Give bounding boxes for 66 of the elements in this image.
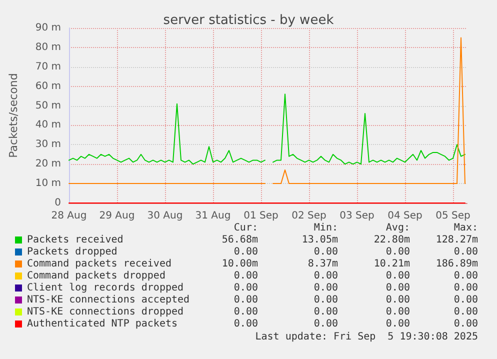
text: 0.00 xyxy=(454,306,478,318)
text: 0.00 xyxy=(386,318,410,330)
text: 10.00m xyxy=(222,258,258,270)
text: 0.00 xyxy=(234,294,258,306)
text: 13.05m xyxy=(302,234,338,246)
x-tick-label: 29 Aug xyxy=(99,210,135,222)
legend-label: Client log records dropped xyxy=(27,282,184,294)
text: 0.00 xyxy=(314,246,338,258)
legend-label: Command packets received xyxy=(27,258,172,270)
text: 0.00 xyxy=(234,318,258,330)
text: 0.00 xyxy=(386,246,410,258)
text: 0.00 xyxy=(454,246,478,258)
text: 0.00 xyxy=(386,270,410,282)
legend-label: NTS-KE connections accepted xyxy=(27,294,190,306)
x-tick-label: 02 Sep xyxy=(292,210,326,222)
text: Avg: xyxy=(386,222,410,234)
y-tick-label: 20 m xyxy=(35,158,61,170)
text: 0.00 xyxy=(314,294,338,306)
text: 0.00 xyxy=(454,270,478,282)
y-tick-label: 0 xyxy=(54,198,61,208)
text: Cur: xyxy=(234,222,258,234)
legend-label: NTS-KE connections dropped xyxy=(27,306,184,318)
text: 0.00 xyxy=(314,270,338,282)
legend-label: Packets dropped xyxy=(27,246,118,258)
text: 0.00 xyxy=(314,318,338,330)
y-tick-label: 10 m xyxy=(35,178,61,190)
text: 0.00 xyxy=(314,282,338,294)
legend-label: Authenticated NTP packets xyxy=(27,318,178,330)
y-tick-label: 30 m xyxy=(35,139,61,150)
text: 0.00 xyxy=(234,306,258,318)
x-tick-label: 28 Aug xyxy=(51,210,87,222)
text: 0.00 xyxy=(454,294,478,306)
text: 22.80m xyxy=(374,234,410,246)
y-tick-label: 80 m xyxy=(35,42,61,53)
y-tick-label: 90 m xyxy=(35,22,61,34)
legend-label: Packets received xyxy=(27,234,124,246)
text: 128.27m xyxy=(436,234,478,246)
legend-label: Command packets dropped xyxy=(27,270,166,282)
x-tick-label: 30 Aug xyxy=(147,210,183,222)
x-tick-label: 04 Sep xyxy=(388,210,422,222)
y-tick-label: 70 m xyxy=(35,61,61,72)
text: 10.21m xyxy=(374,258,410,270)
text: 56.68m xyxy=(222,234,258,246)
text: 186.89m xyxy=(436,258,478,270)
x-tick-label: 03 Sep xyxy=(340,210,374,222)
text: 8.37m xyxy=(308,258,338,270)
y-axis-title: Packets/second xyxy=(7,73,20,158)
text: 0.00 xyxy=(386,294,410,306)
text: Min: xyxy=(314,222,338,234)
y-tick-label: 50 m xyxy=(35,100,61,112)
text: 0.00 xyxy=(314,306,338,318)
x-tick-label: 05 Sep xyxy=(436,210,470,222)
text: 0.00 xyxy=(454,318,478,330)
x-tick-label: 01 Sep xyxy=(244,210,278,222)
x-tick-label: 31 Aug xyxy=(195,210,231,222)
text: 0.00 xyxy=(234,270,258,282)
chart-title: server statistics - by week xyxy=(163,13,334,28)
text: Max: xyxy=(454,222,478,234)
y-tick-label: 40 m xyxy=(35,120,61,131)
text: 0.00 xyxy=(234,282,258,294)
text: 0.00 xyxy=(386,306,410,318)
text: Last update: Fri Sep 5 19:30:08 2025 xyxy=(255,332,478,342)
y-tick-label: 60 m xyxy=(35,80,61,92)
text: 0.00 xyxy=(234,246,258,258)
text: 0.00 xyxy=(454,282,478,294)
text: 0.00 xyxy=(386,282,410,294)
